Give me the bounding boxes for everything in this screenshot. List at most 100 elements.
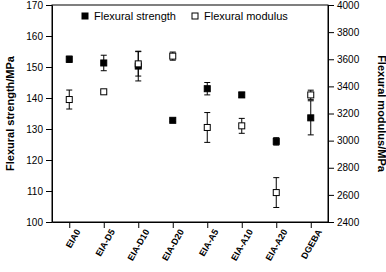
tick: EIA-D5 xyxy=(94,222,117,258)
tick-label: 100 xyxy=(26,217,43,228)
y-axis: 100 110 120 130 140 150 160 170 xyxy=(26,0,52,228)
marker xyxy=(239,92,245,98)
error-bar xyxy=(135,51,141,81)
tick-label: 120 xyxy=(26,155,43,166)
tick: 110 xyxy=(27,186,52,197)
error-bar-cap xyxy=(204,82,210,83)
tick-mark xyxy=(46,129,52,130)
tick: 100 xyxy=(26,217,52,228)
tick-label: 140 xyxy=(26,93,43,104)
series xyxy=(66,52,314,208)
error-bar xyxy=(273,178,279,208)
error-bar-cap xyxy=(308,134,314,135)
tick-label: 3400 xyxy=(337,81,360,92)
error-bar-cap xyxy=(135,51,141,52)
tick-mark xyxy=(328,195,334,196)
tick: EIA-D10 xyxy=(126,222,152,262)
legend-label: Flexural modulus xyxy=(204,10,288,22)
error-bar-cap xyxy=(204,112,210,113)
marker xyxy=(135,61,141,67)
error-bar-cap xyxy=(135,80,141,81)
tick: 2400 xyxy=(328,217,360,228)
error-bar xyxy=(308,101,314,135)
tick: 4000 xyxy=(328,0,360,11)
tick-mark xyxy=(328,86,334,87)
tick: 170 xyxy=(26,0,52,11)
tick-label: 160 xyxy=(26,31,43,42)
tick-mark xyxy=(328,222,334,223)
tick-label: 3200 xyxy=(337,108,360,119)
tick-mark xyxy=(46,5,52,6)
marker xyxy=(273,138,279,144)
tick: 160 xyxy=(26,31,52,42)
marker xyxy=(204,124,210,130)
y-axis-line xyxy=(52,6,53,223)
tick: EIA0 xyxy=(64,222,83,250)
tick-label: 130 xyxy=(26,124,43,135)
tick-mark xyxy=(207,222,208,228)
tick-mark xyxy=(311,222,312,228)
tick-label: EIA-D10 xyxy=(126,228,152,263)
error-bar-cap xyxy=(308,100,314,101)
marker xyxy=(170,117,176,123)
chart: 1001101201301401501601702400260028003000… xyxy=(0,0,386,272)
error-bar xyxy=(170,52,176,60)
error-bar-cap xyxy=(239,118,245,119)
error-bar xyxy=(66,90,72,109)
marker xyxy=(66,97,72,103)
error-bar xyxy=(308,90,314,99)
y2-axis-title: Flexural modulus/MPa xyxy=(376,55,386,173)
tick-mark xyxy=(328,32,334,33)
marker xyxy=(170,53,176,59)
tick-mark xyxy=(328,5,334,6)
marker xyxy=(101,89,107,95)
error-bar xyxy=(66,56,72,62)
tick-mark xyxy=(328,114,334,115)
tick-mark xyxy=(46,191,52,192)
error-bar-cap xyxy=(101,55,107,56)
tick-mark xyxy=(328,59,334,60)
legend-label: Flexural strength xyxy=(94,10,176,22)
marker xyxy=(66,56,72,62)
tick-mark xyxy=(69,222,70,228)
series xyxy=(66,51,314,145)
tick: EIA-A10 xyxy=(229,222,255,262)
error-bar xyxy=(239,92,245,97)
marker xyxy=(308,92,314,98)
y2-axis: 240026002800300032003400360038004000 xyxy=(328,0,360,228)
tick-mark xyxy=(328,168,334,169)
tick: 140 xyxy=(26,93,52,104)
tick-label: 4000 xyxy=(337,0,360,11)
tick: DGEBA xyxy=(299,222,324,261)
error-bar-cap xyxy=(204,142,210,143)
tick: 2800 xyxy=(328,162,360,173)
tick-mark xyxy=(46,36,52,37)
tick-label: EIA-A20 xyxy=(264,228,290,263)
error-bar-cap xyxy=(170,60,176,61)
tick-mark xyxy=(46,222,52,223)
tick-label: 3800 xyxy=(337,27,360,38)
tick-label: 2800 xyxy=(337,162,360,173)
legend: Flexural strength Flexural modulus xyxy=(82,10,288,22)
tick: 150 xyxy=(26,62,52,73)
marker xyxy=(239,123,245,129)
tick-mark xyxy=(104,222,105,228)
tick-label: EIA-A10 xyxy=(229,228,255,263)
tick-label: 2400 xyxy=(337,217,360,228)
tick-mark xyxy=(46,160,52,161)
tick: 130 xyxy=(26,124,52,135)
plot: 1001101201301401501601702400260028003000… xyxy=(26,0,359,262)
error-bar-cap xyxy=(308,90,314,91)
y-axis-title: Flexural strength/MPa xyxy=(4,55,16,171)
tick-label: 2600 xyxy=(337,190,360,201)
marker xyxy=(308,115,314,121)
tick: EIA-A5 xyxy=(197,222,220,258)
tick: 3600 xyxy=(328,54,360,65)
marker xyxy=(204,86,210,92)
legend-swatch xyxy=(192,13,198,19)
error-bar-cap xyxy=(135,76,141,77)
error-bar-cap xyxy=(308,99,314,100)
tick-label: 150 xyxy=(26,62,43,73)
error-bar-cap xyxy=(204,94,210,95)
error-bar xyxy=(135,52,141,76)
